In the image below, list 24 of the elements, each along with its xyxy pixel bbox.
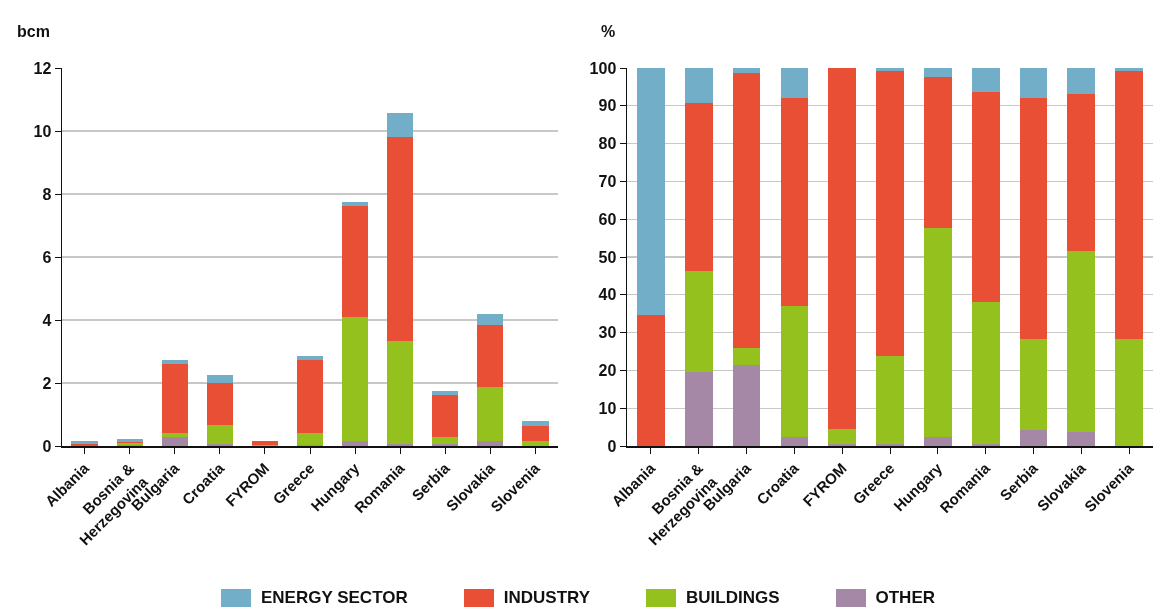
legend-label: INDUSTRY: [503, 588, 590, 608]
y-tick-label: 60: [598, 210, 617, 228]
y-tick-label: 50: [598, 248, 617, 266]
y-axis-title: bcm: [17, 23, 50, 40]
y-tick-label: 8: [42, 185, 52, 203]
y-tick-label: 12: [33, 59, 52, 77]
y-tick-label: 2: [42, 374, 52, 392]
y-tick-label: 30: [598, 324, 617, 342]
legend-label: OTHER: [875, 588, 935, 608]
legend-label: ENERGY SECTOR: [260, 588, 408, 608]
y-tick-label: 70: [598, 173, 617, 190]
y-tick-label: 20: [598, 362, 617, 379]
y-tick-label: 80: [598, 135, 617, 153]
y-tick-label: 10: [33, 122, 52, 140]
y-tick-label: 6: [42, 248, 52, 266]
y-tick-label: 4: [42, 311, 52, 329]
y-tick-label: 100: [589, 59, 617, 77]
y-tick-label: 90: [598, 97, 617, 115]
y-tick-label: 0: [607, 437, 617, 455]
y-tick-label: 40: [598, 286, 617, 304]
legend-label: BUILDINGS: [686, 588, 780, 608]
y-axis-title: %: [601, 23, 616, 40]
y-tick-label: 0: [42, 437, 52, 455]
y-tick-label: 10: [598, 399, 617, 417]
